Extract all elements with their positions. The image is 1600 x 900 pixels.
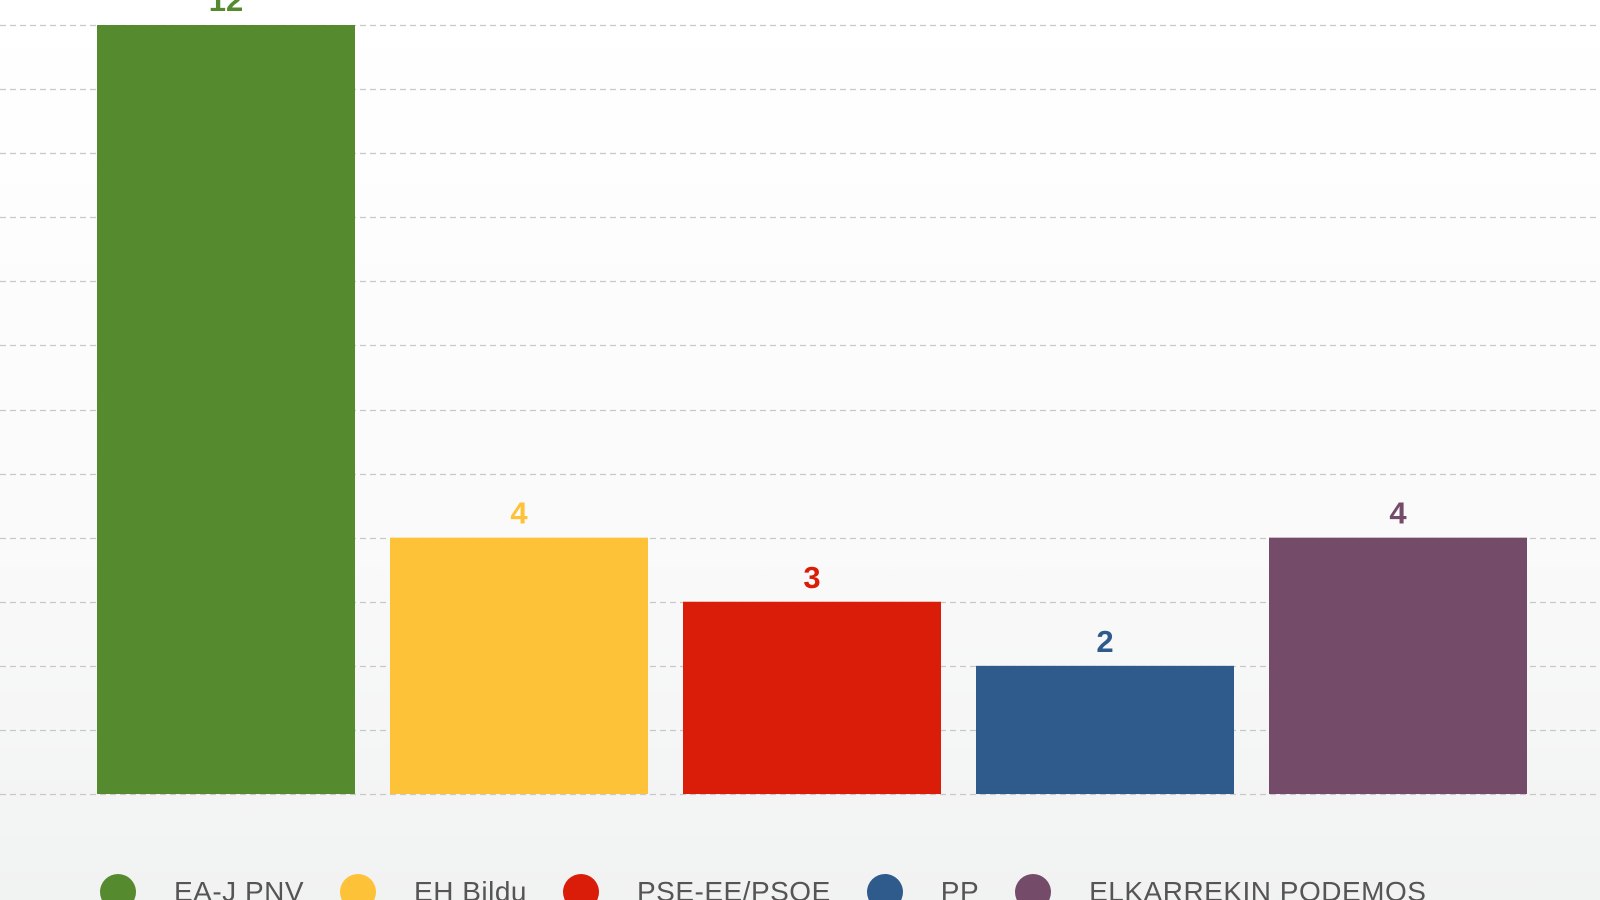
data-label: 2 [1096,624,1113,659]
data-label: 3 [803,560,820,595]
legend-item[interactable]: EA-J PNV [100,874,304,900]
bar-ea-j-pnv[interactable] [97,25,355,794]
legend-swatch-icon [340,874,377,900]
legend-swatch-icon [100,874,136,900]
legend-swatch-icon [866,874,903,900]
legend-swatch-icon [1015,874,1052,900]
bar-pp[interactable] [976,665,1234,794]
legend-label: EA-J PNV [174,876,305,900]
legend-item[interactable]: PSE-EE/PSOE [562,874,831,900]
bar-eh-bildu[interactable] [390,537,648,794]
data-label: 4 [510,496,528,531]
data-labels: 12 4 3 2 4 [209,0,1408,659]
legend-label: ELKARREKIN PODEMOS [1089,876,1427,900]
legend: EA-J PNV EH Bildu PSE-EE/PSOE PP ELKARREKIN … [100,872,1426,900]
legend-item[interactable]: EH Bildu [340,874,527,900]
data-label: 4 [1389,496,1407,531]
bar-pse-ee-psoe[interactable] [683,601,941,794]
legend-swatch-icon [562,874,599,900]
legend-item[interactable]: ELKARREKIN PODEMOS [1015,874,1426,900]
legend-label: PSE-EE/PSOE [636,876,831,900]
legend-item[interactable]: PP [866,874,980,900]
legend-label: PP [940,876,980,900]
data-label: 12 [209,0,243,18]
legend-label: EH Bildu [414,876,527,900]
bars [97,25,1527,794]
bar-elkarrekin-podemos[interactable] [1269,537,1527,794]
